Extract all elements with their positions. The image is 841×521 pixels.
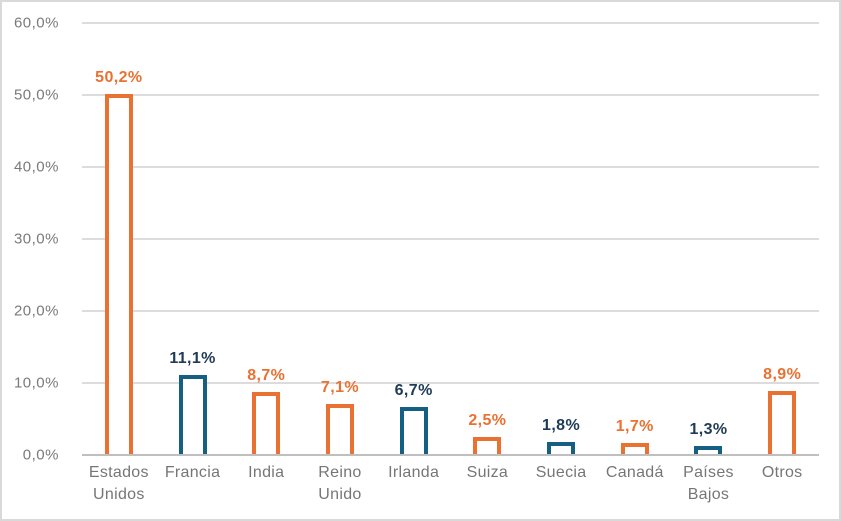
- gridline-50: [82, 94, 819, 96]
- y-tick-label-10: 10,0%: [13, 374, 59, 392]
- bar-reino-unido: [325, 403, 354, 455]
- bar-slot-paises-bajos: 1,3%: [672, 23, 746, 455]
- y-axis-tick-labels: 0,0% 10,0% 20,0% 30,0% 40,0% 50,0% 60,0%: [2, 15, 72, 464]
- bar-slot-suiza: 2,5%: [451, 23, 525, 455]
- bar-estados-unidos: [104, 93, 133, 455]
- x-label-estados-unidos: Estados Unidos: [88, 464, 149, 503]
- gridline-40: [82, 166, 819, 169]
- data-label-estados-unidos: 50,2%: [95, 68, 143, 86]
- x-label-paises-bajos: Países Bajos: [683, 464, 734, 503]
- data-label-reino-unido: 7,1%: [320, 378, 359, 396]
- x-label-india: India: [248, 464, 285, 481]
- x-axis-line: [82, 454, 819, 456]
- bar-slot-suecia: 1,8%: [524, 23, 598, 455]
- gridline-60: [82, 22, 819, 24]
- x-label-irlanda: Irlanda: [388, 464, 440, 481]
- bar-suecia: [547, 442, 576, 455]
- bar-slot-irlanda: 6,7%: [377, 23, 451, 455]
- gridline-20: [82, 310, 819, 313]
- bar-slot-francia: 11,1%: [156, 23, 230, 455]
- data-label-paises-bajos: 1,3%: [689, 420, 728, 438]
- gridline-30: [82, 238, 819, 240]
- bar-canada: [620, 442, 649, 455]
- bar-irlanda: [399, 406, 428, 455]
- bar-slot-estados-unidos: 50,2%: [82, 23, 156, 455]
- x-label-reino-unido: Reino Unido: [318, 464, 362, 503]
- y-tick-label-40: 40,0%: [13, 158, 59, 176]
- y-tick-label-60: 60,0%: [13, 14, 59, 32]
- data-label-canada: 1,7%: [615, 417, 654, 435]
- x-label-canada: Canadá: [605, 464, 664, 481]
- x-label-francia: Francia: [164, 464, 221, 481]
- x-label-otros: Otros: [761, 464, 803, 481]
- data-label-india: 8,7%: [247, 367, 286, 385]
- y-tick-label-20: 20,0%: [13, 302, 59, 320]
- gridline-10: [82, 382, 819, 385]
- y-tick-label-0: 0,0%: [22, 446, 59, 464]
- data-label-suecia: 1,8%: [542, 417, 581, 435]
- bar-slot-otros: 8,9%: [745, 23, 819, 455]
- y-tick-label-50: 50,0%: [13, 86, 59, 104]
- plot-area: 50,2% 11,1% 8,7% 7,1% 6,7% 2,5% 1,8% 1,7% 1,3% 8,…: [82, 22, 819, 456]
- bar-slot-india: 8,7%: [229, 23, 303, 455]
- bars-row: 50,2% 11,1% 8,7% 7,1% 6,7% 2,5% 1,8% 1,7% 1,3% 8,…: [82, 23, 819, 455]
- bar-francia: [178, 375, 207, 455]
- data-label-irlanda: 6,7%: [394, 381, 433, 399]
- x-axis-category-labels: Estados Unidos Francia India Reino Unido Irl…: [82, 462, 819, 506]
- bar-suiza: [473, 437, 502, 455]
- bar-slot-reino-unido: 7,1%: [303, 23, 377, 455]
- data-label-otros: 8,9%: [763, 365, 802, 383]
- data-label-suiza: 2,5%: [468, 412, 507, 430]
- bar-otros: [768, 390, 797, 455]
- data-label-francia: 11,1%: [169, 350, 216, 368]
- x-label-suiza: Suiza: [466, 464, 509, 481]
- bar-slot-canada: 1,7%: [598, 23, 672, 455]
- bar-india: [252, 392, 281, 455]
- y-tick-label-30: 30,0%: [13, 230, 59, 248]
- bar-paises-bajos: [694, 445, 723, 455]
- x-label-suecia: Suecia: [535, 464, 587, 481]
